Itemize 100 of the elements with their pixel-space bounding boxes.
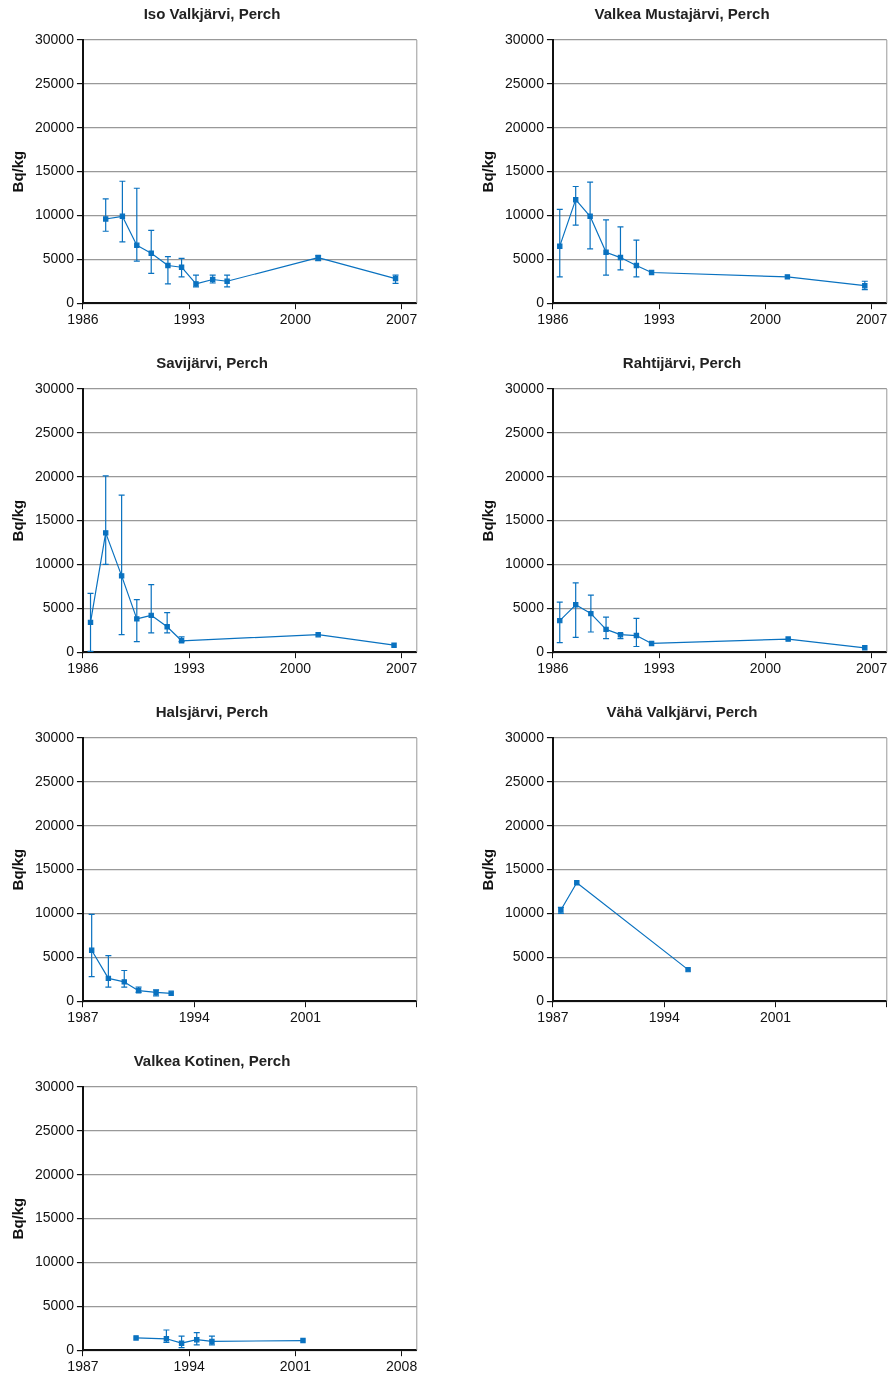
- y-tick-label: 30000: [504, 30, 545, 47]
- x-tick-label: 2007: [386, 311, 418, 328]
- point: [557, 243, 563, 249]
- y-tick-label: 0: [66, 643, 75, 660]
- y-tick-label: 0: [536, 643, 545, 660]
- point: [391, 642, 397, 648]
- point: [862, 645, 868, 651]
- y-tick-label: 20000: [34, 467, 75, 484]
- x-tick-label: 1993: [173, 660, 205, 677]
- y-tick-label: 30000: [34, 1077, 75, 1094]
- y-axis-title: Bq/kg: [9, 1197, 27, 1240]
- y-tick-label: 0: [66, 294, 75, 311]
- x-tick-label: 1986: [67, 660, 99, 677]
- y-tick-label: 10000: [504, 904, 545, 921]
- x-tick-label: 1994: [648, 1009, 680, 1026]
- y-tick-label: 10000: [34, 206, 75, 223]
- y-tick-label: 30000: [34, 379, 75, 396]
- x-tick-label: 1987: [537, 1009, 569, 1026]
- y-tick-label: 15000: [34, 162, 75, 179]
- point: [164, 624, 170, 630]
- x-tick-label: 2008: [386, 1358, 418, 1375]
- x-tick-label: 2000: [749, 311, 782, 328]
- y-axis-title: Bq/kg: [9, 499, 27, 542]
- y-axis-title: Bq/kg: [479, 848, 497, 891]
- point: [574, 880, 580, 886]
- point: [168, 990, 174, 997]
- y-axis-title: Bq/kg: [479, 499, 497, 542]
- y-tick-label: 25000: [34, 772, 75, 789]
- y-tick-label: 5000: [42, 250, 75, 267]
- y-tick-label: 15000: [34, 1209, 75, 1226]
- x-tick-label: 2001: [279, 1358, 312, 1375]
- x-tick-label: 2007: [386, 660, 418, 677]
- x-tick-label: 2000: [279, 660, 312, 677]
- y-tick-label: 30000: [34, 30, 75, 47]
- chart-title: Vähä Valkjärvi, Perch: [606, 703, 758, 721]
- x-tick-label: 1993: [173, 311, 205, 328]
- y-tick-label: 25000: [34, 423, 75, 440]
- y-tick-label: 10000: [34, 1253, 75, 1270]
- chart-title: Valkea Kotinen, Perch: [133, 1052, 291, 1070]
- x-tick-label: 1987: [67, 1358, 99, 1375]
- x-tick-label: 2000: [749, 660, 782, 677]
- y-tick-label: 15000: [504, 162, 545, 179]
- chart-title: Savijärvi, Perch: [156, 354, 268, 372]
- x-tick-label: 1993: [643, 311, 675, 328]
- point: [121, 979, 127, 985]
- y-tick-label: 20000: [34, 816, 75, 833]
- y-tick-label: 25000: [34, 74, 75, 91]
- x-tick-label: 2001: [759, 1009, 792, 1026]
- y-axis-title: Bq/kg: [479, 150, 497, 193]
- point: [148, 250, 154, 256]
- y-tick-label: 15000: [504, 860, 545, 877]
- chart-title: Valkea Mustajärvi, Perch: [594, 5, 770, 23]
- chart-title: Halsjärvi, Perch: [155, 703, 269, 721]
- y-tick-label: 0: [536, 294, 545, 311]
- y-tick-label: 10000: [504, 555, 545, 572]
- x-tick-label: 1986: [67, 311, 99, 328]
- x-tick-label: 1994: [173, 1358, 205, 1375]
- point: [685, 966, 691, 973]
- y-axis-title: Bq/kg: [9, 848, 27, 891]
- y-tick-label: 10000: [34, 555, 75, 572]
- y-tick-label: 25000: [504, 772, 545, 789]
- y-tick-label: 30000: [504, 728, 545, 745]
- y-tick-label: 20000: [504, 467, 545, 484]
- x-tick-label: 1986: [537, 660, 569, 677]
- y-tick-label: 0: [66, 1341, 75, 1358]
- point: [315, 631, 321, 638]
- y-tick-label: 10000: [504, 206, 545, 223]
- y-tick-label: 0: [536, 992, 545, 1009]
- y-tick-label: 20000: [504, 816, 545, 833]
- x-tick-label: 2007: [856, 660, 888, 677]
- point: [785, 636, 791, 642]
- y-tick-label: 10000: [34, 904, 75, 921]
- y-tick-label: 15000: [34, 511, 75, 528]
- y-tick-label: 0: [66, 992, 75, 1009]
- x-tick-label: 1994: [178, 1009, 210, 1026]
- y-tick-label: 25000: [34, 1121, 75, 1138]
- y-tick-label: 5000: [512, 948, 545, 965]
- y-axis-title: Bq/kg: [9, 150, 27, 193]
- y-tick-label: 25000: [504, 74, 545, 91]
- y-tick-label: 15000: [34, 860, 75, 877]
- y-tick-label: 15000: [504, 511, 545, 528]
- y-tick-label: 20000: [504, 118, 545, 135]
- y-tick-label: 5000: [42, 948, 75, 965]
- point: [784, 274, 791, 280]
- x-tick-label: 1986: [537, 311, 569, 328]
- y-tick-label: 20000: [34, 118, 75, 135]
- y-tick-label: 5000: [42, 1297, 75, 1314]
- y-tick-label: 20000: [34, 1165, 75, 1182]
- chart-title: Rahtijärvi, Perch: [622, 354, 742, 372]
- y-tick-label: 5000: [512, 250, 545, 267]
- x-tick-label: 2001: [289, 1009, 322, 1026]
- x-tick-label: 1993: [643, 660, 675, 677]
- x-tick-label: 2000: [279, 311, 312, 328]
- y-tick-label: 30000: [34, 728, 75, 745]
- y-tick-label: 5000: [42, 599, 75, 616]
- y-tick-label: 25000: [504, 423, 545, 440]
- y-tick-label: 30000: [504, 379, 545, 396]
- chart-title: Iso Valkjärvi, Perch: [143, 5, 281, 23]
- y-tick-label: 5000: [512, 599, 545, 616]
- point: [134, 616, 140, 622]
